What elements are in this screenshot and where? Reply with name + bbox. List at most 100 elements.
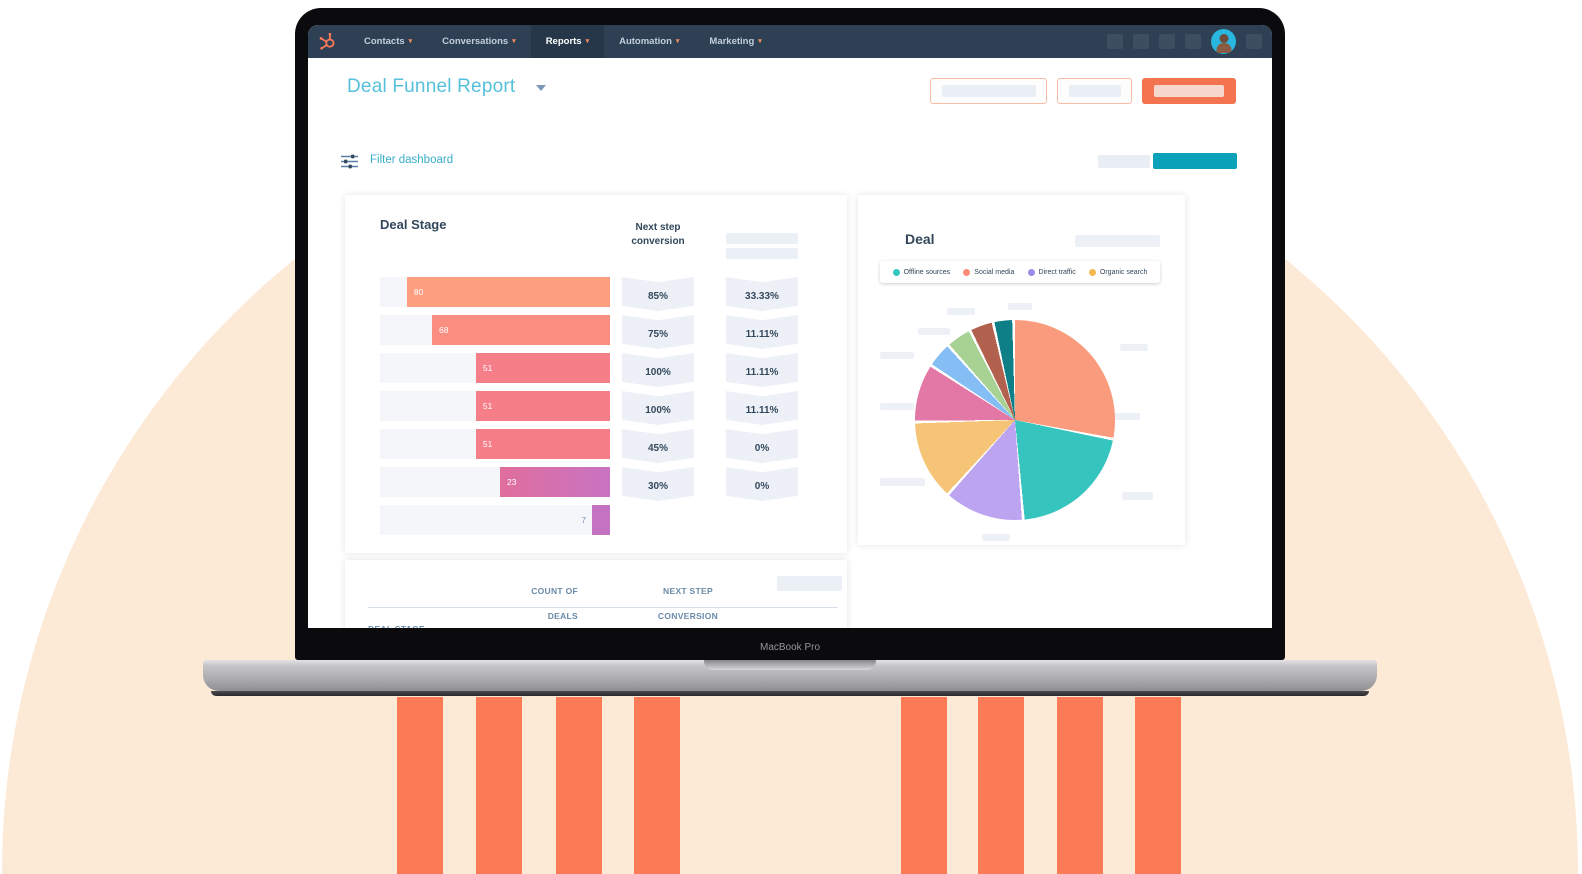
funnel-bar xyxy=(431,315,610,345)
second-conversion-chevron: 33.33% xyxy=(726,277,798,311)
header-line: DEALS xyxy=(547,611,578,622)
conversion-chevron: 75% xyxy=(622,315,694,349)
nav-icon-placeholder[interactable] xyxy=(1107,34,1123,49)
nav-item-marketing[interactable]: Marketing ▾ xyxy=(694,25,776,58)
toolbar-button-2[interactable] xyxy=(1057,78,1132,104)
avatar-shoulders xyxy=(1216,43,1231,53)
legend-label: Direct traffic xyxy=(1038,268,1076,276)
deal-stage-table-card: DEAL STAGE COUNT OF DEALS NEXT STEP CONV… xyxy=(345,560,847,628)
pie-label-placeholder xyxy=(918,328,950,335)
top-navbar: Contacts ▾ Conversations ▾ Reports ▾ Aut… xyxy=(308,25,1272,58)
bar-value-label: 51 xyxy=(482,363,493,373)
view-toggle-placeholder xyxy=(1098,155,1150,168)
avatar[interactable] xyxy=(1211,29,1236,54)
nav-icon-placeholder[interactable] xyxy=(1185,34,1201,49)
nav-item-automation[interactable]: Automation ▾ xyxy=(604,25,694,58)
conversion-chevron: 30% xyxy=(622,467,694,501)
legend-label: Social media xyxy=(974,268,1015,276)
second-conversion-chevron: 11.11% xyxy=(726,353,798,387)
pie-label-placeholder xyxy=(880,403,914,410)
background-stripe xyxy=(476,697,522,874)
navbar-right-cluster xyxy=(1107,25,1262,58)
header-line: conversion xyxy=(631,235,685,247)
bar-value-label: 51 xyxy=(482,401,493,411)
header-line: COUNT OF xyxy=(531,585,578,596)
pie-label-placeholder xyxy=(1122,492,1153,500)
legend-item-organic-search[interactable]: Organic search xyxy=(1088,268,1148,276)
funnel-bar xyxy=(475,429,610,459)
legend-label: Offline sources xyxy=(903,268,951,276)
legend-item-social-media[interactable]: Social media xyxy=(963,268,1015,276)
view-toggle-active[interactable] xyxy=(1153,153,1237,169)
funnel-row-3: 51 xyxy=(380,353,610,383)
laptop-base xyxy=(203,660,1377,696)
nav-label: Automation xyxy=(619,36,672,47)
column-header-placeholder xyxy=(726,248,798,259)
chevron-down-icon: ▾ xyxy=(408,38,413,45)
next-step-conversion-header: Next step conversion xyxy=(622,221,694,248)
header-line: CONVERSION xyxy=(657,611,719,622)
pie-label-placeholder xyxy=(982,534,1010,541)
pie-label-placeholder xyxy=(880,478,925,486)
funnel-row-1: 80 xyxy=(380,277,610,307)
nav-item-contacts[interactable]: Contacts ▾ xyxy=(349,25,427,58)
bar-value-label: 23 xyxy=(507,477,517,487)
primary-action-button[interactable] xyxy=(1142,78,1236,104)
pie-label-placeholder xyxy=(880,352,914,359)
nav-label: Marketing xyxy=(709,36,755,47)
table-header-count-of-deals: COUNT OF DEALS xyxy=(498,572,578,628)
funnel-bar xyxy=(592,505,610,535)
table-header-row: DEAL STAGE COUNT OF DEALS NEXT STEP CONV… xyxy=(368,572,842,628)
nav-label: Reports xyxy=(545,36,582,47)
toolbar-button-1[interactable] xyxy=(930,78,1047,104)
deal-stage-card: Deal Stage Next step conversion 80 68 xyxy=(345,195,847,553)
second-conversion-chevron: 0% xyxy=(726,429,798,463)
nav-icon-placeholder[interactable] xyxy=(1159,34,1175,49)
second-conversion-chevron: 11.11% xyxy=(726,315,798,349)
funnel-row-4: 51 xyxy=(380,391,610,421)
background-stripe xyxy=(397,697,443,874)
laptop-base-notch xyxy=(704,660,876,670)
device-label: MacBook Pro xyxy=(759,642,821,653)
second-conversion-chevron: 0% xyxy=(726,467,798,501)
dashboard-screen: Contacts ▾ Conversations ▾ Reports ▾ Aut… xyxy=(308,25,1272,628)
title-placeholder xyxy=(1075,235,1160,247)
filter-sliders-icon[interactable] xyxy=(340,152,359,176)
legend-dot xyxy=(963,268,971,276)
header-line: NEXT STEP xyxy=(663,585,713,596)
pie-label-placeholder xyxy=(1008,303,1032,310)
pie-label-placeholder xyxy=(947,308,975,315)
chevron-down-icon: ▾ xyxy=(512,38,516,45)
funnel-row-6: 23 xyxy=(380,467,610,497)
background-stripe xyxy=(978,697,1024,874)
filter-dashboard-link[interactable]: Filter dashboard xyxy=(370,154,454,166)
nav-item-reports[interactable]: Reports ▾ xyxy=(530,25,605,58)
background-stripe xyxy=(556,697,602,874)
table-divider xyxy=(368,607,838,608)
hubspot-logo[interactable] xyxy=(308,25,349,58)
table-header-deal-stage: DEAL STAGE xyxy=(368,623,498,628)
funnel-row-2: 68 xyxy=(380,315,610,345)
button-label-placeholder xyxy=(941,85,1036,97)
nav-icon-placeholder[interactable] xyxy=(1133,34,1149,49)
background-stripe xyxy=(901,697,947,874)
report-dropdown-caret[interactable] xyxy=(536,85,546,91)
nav-label: Conversations xyxy=(442,36,509,47)
pie-legend: Offline sources Social media Direct traf… xyxy=(880,261,1160,283)
background-stripe xyxy=(1135,697,1181,874)
legend-item-direct-traffic[interactable]: Direct traffic xyxy=(1027,268,1076,276)
legend-label: Organic search xyxy=(1099,268,1148,276)
deal-pie-card: Deal Offline sources Social media Direct… xyxy=(858,195,1185,545)
chevron-down-icon: ▾ xyxy=(758,38,762,45)
funnel-bar xyxy=(406,277,610,307)
funnel-bar xyxy=(475,391,610,421)
pie-label-placeholder xyxy=(1120,344,1148,351)
legend-item-offline-sources[interactable]: Offline sources xyxy=(892,268,951,276)
nav-icon-placeholder[interactable] xyxy=(1246,34,1262,49)
background-stripe xyxy=(1057,697,1103,874)
second-conversion-chevron: 11.11% xyxy=(726,391,798,425)
bar-value-label: 51 xyxy=(482,439,493,449)
funnel-row-7: 7 xyxy=(380,505,610,535)
nav-item-conversations[interactable]: Conversations ▾ xyxy=(427,25,531,58)
